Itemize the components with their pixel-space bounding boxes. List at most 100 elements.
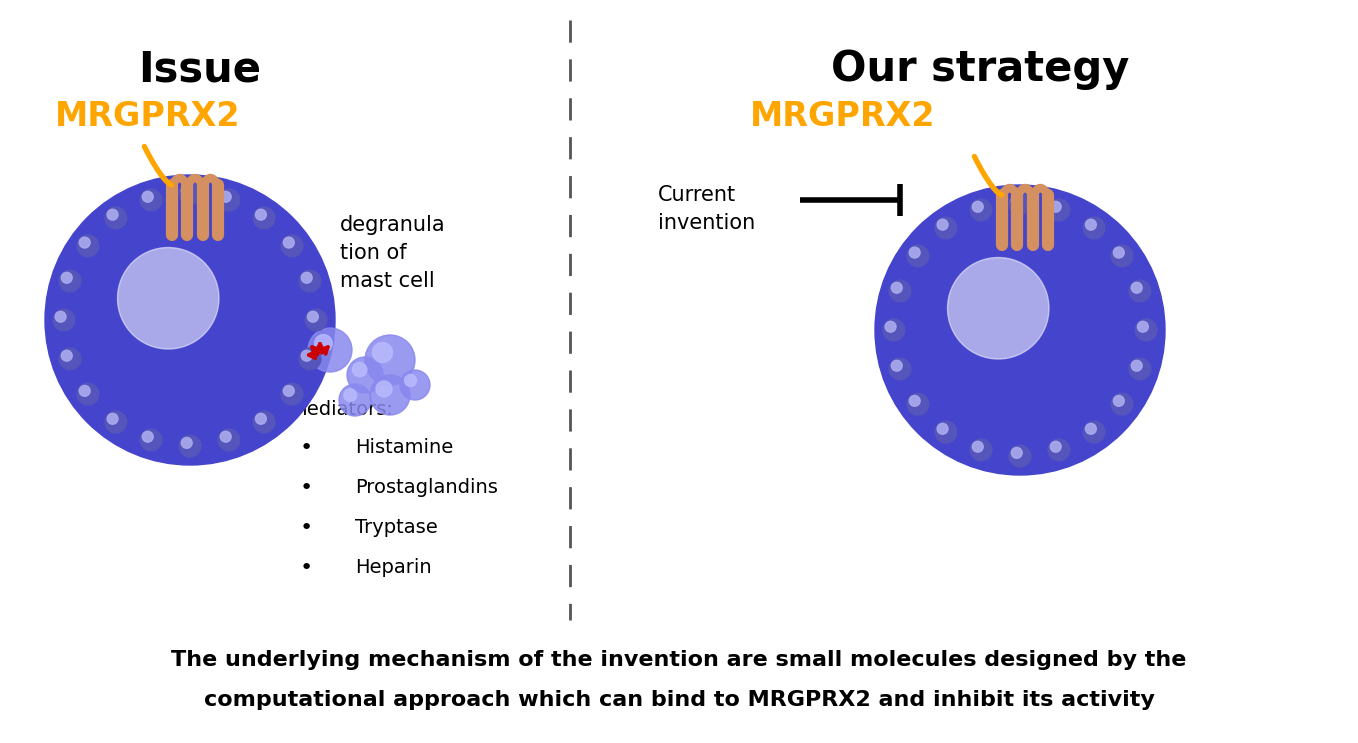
Circle shape: [67, 197, 314, 444]
Circle shape: [140, 269, 240, 371]
Circle shape: [959, 268, 1081, 392]
Circle shape: [140, 429, 162, 451]
Circle shape: [1009, 445, 1031, 467]
Circle shape: [1084, 421, 1105, 443]
Circle shape: [1005, 316, 1035, 345]
Circle shape: [883, 192, 1158, 468]
Circle shape: [948, 258, 1048, 359]
Circle shape: [299, 348, 320, 370]
Circle shape: [88, 218, 292, 421]
Circle shape: [910, 247, 921, 258]
Circle shape: [105, 411, 126, 433]
Circle shape: [284, 386, 295, 396]
Circle shape: [885, 321, 896, 332]
Circle shape: [129, 259, 251, 382]
Circle shape: [143, 192, 153, 202]
Circle shape: [162, 291, 219, 349]
Circle shape: [352, 363, 367, 377]
Circle shape: [980, 290, 1059, 370]
Text: Mediators:: Mediators:: [291, 400, 392, 419]
Circle shape: [84, 215, 295, 425]
Circle shape: [158, 288, 223, 353]
Circle shape: [255, 413, 266, 424]
Circle shape: [153, 284, 227, 356]
Circle shape: [136, 266, 244, 374]
Circle shape: [1048, 199, 1070, 221]
Circle shape: [79, 386, 90, 396]
Circle shape: [77, 207, 303, 432]
Circle shape: [1009, 319, 1031, 341]
Circle shape: [401, 370, 430, 400]
Circle shape: [369, 375, 410, 415]
Circle shape: [961, 272, 1078, 388]
Circle shape: [299, 270, 320, 292]
Circle shape: [60, 348, 81, 370]
Circle shape: [1016, 326, 1024, 334]
Circle shape: [60, 270, 81, 292]
Circle shape: [934, 421, 957, 443]
Circle shape: [948, 258, 1092, 403]
Circle shape: [56, 186, 325, 454]
Circle shape: [107, 210, 118, 220]
Circle shape: [254, 411, 276, 433]
Circle shape: [168, 298, 212, 342]
Circle shape: [45, 175, 335, 465]
Circle shape: [179, 309, 201, 331]
Circle shape: [125, 255, 255, 386]
Circle shape: [315, 334, 333, 352]
Text: •: •: [300, 438, 314, 458]
Circle shape: [121, 251, 259, 389]
Circle shape: [219, 189, 240, 211]
Circle shape: [179, 183, 201, 205]
Circle shape: [281, 383, 303, 405]
Circle shape: [891, 360, 902, 372]
Text: •: •: [300, 518, 314, 538]
Circle shape: [1128, 280, 1150, 302]
Circle shape: [151, 280, 230, 360]
Circle shape: [929, 239, 1111, 421]
Text: Current
invention: Current invention: [659, 185, 755, 233]
Circle shape: [182, 438, 193, 448]
Text: •: •: [300, 478, 314, 498]
Circle shape: [944, 254, 1096, 406]
Circle shape: [891, 282, 902, 293]
Circle shape: [937, 424, 948, 434]
Circle shape: [254, 207, 276, 229]
Circle shape: [1009, 193, 1031, 215]
Circle shape: [179, 435, 201, 457]
Circle shape: [970, 439, 991, 461]
Circle shape: [1085, 424, 1096, 434]
Circle shape: [875, 185, 1165, 475]
Circle shape: [911, 221, 1128, 439]
Circle shape: [907, 218, 1133, 442]
Circle shape: [183, 313, 197, 327]
Text: Tryptase: Tryptase: [354, 518, 437, 537]
Text: computational approach which can bind to MRGPRX2 and inhibit its activity: computational approach which can bind to…: [204, 690, 1154, 710]
Circle shape: [1131, 282, 1142, 293]
Circle shape: [1111, 245, 1133, 267]
Circle shape: [96, 226, 284, 415]
Circle shape: [77, 383, 99, 405]
Circle shape: [182, 185, 193, 196]
Circle shape: [71, 201, 310, 440]
Circle shape: [175, 305, 205, 334]
Circle shape: [81, 211, 299, 429]
Circle shape: [937, 247, 1103, 413]
Circle shape: [52, 182, 327, 458]
Circle shape: [907, 245, 929, 267]
Circle shape: [885, 196, 1154, 464]
Text: The underlying mechanism of the invention are small molecules designed by the: The underlying mechanism of the inventio…: [171, 650, 1187, 670]
Circle shape: [307, 311, 318, 322]
Circle shape: [933, 243, 1107, 417]
Circle shape: [220, 192, 231, 202]
Circle shape: [894, 203, 1148, 457]
Circle shape: [889, 280, 911, 302]
Circle shape: [118, 247, 219, 349]
Circle shape: [972, 201, 983, 212]
Circle shape: [60, 189, 320, 450]
Circle shape: [1128, 358, 1150, 380]
Circle shape: [143, 273, 238, 367]
Circle shape: [1048, 439, 1070, 461]
Circle shape: [220, 431, 231, 442]
Circle shape: [1050, 201, 1061, 212]
